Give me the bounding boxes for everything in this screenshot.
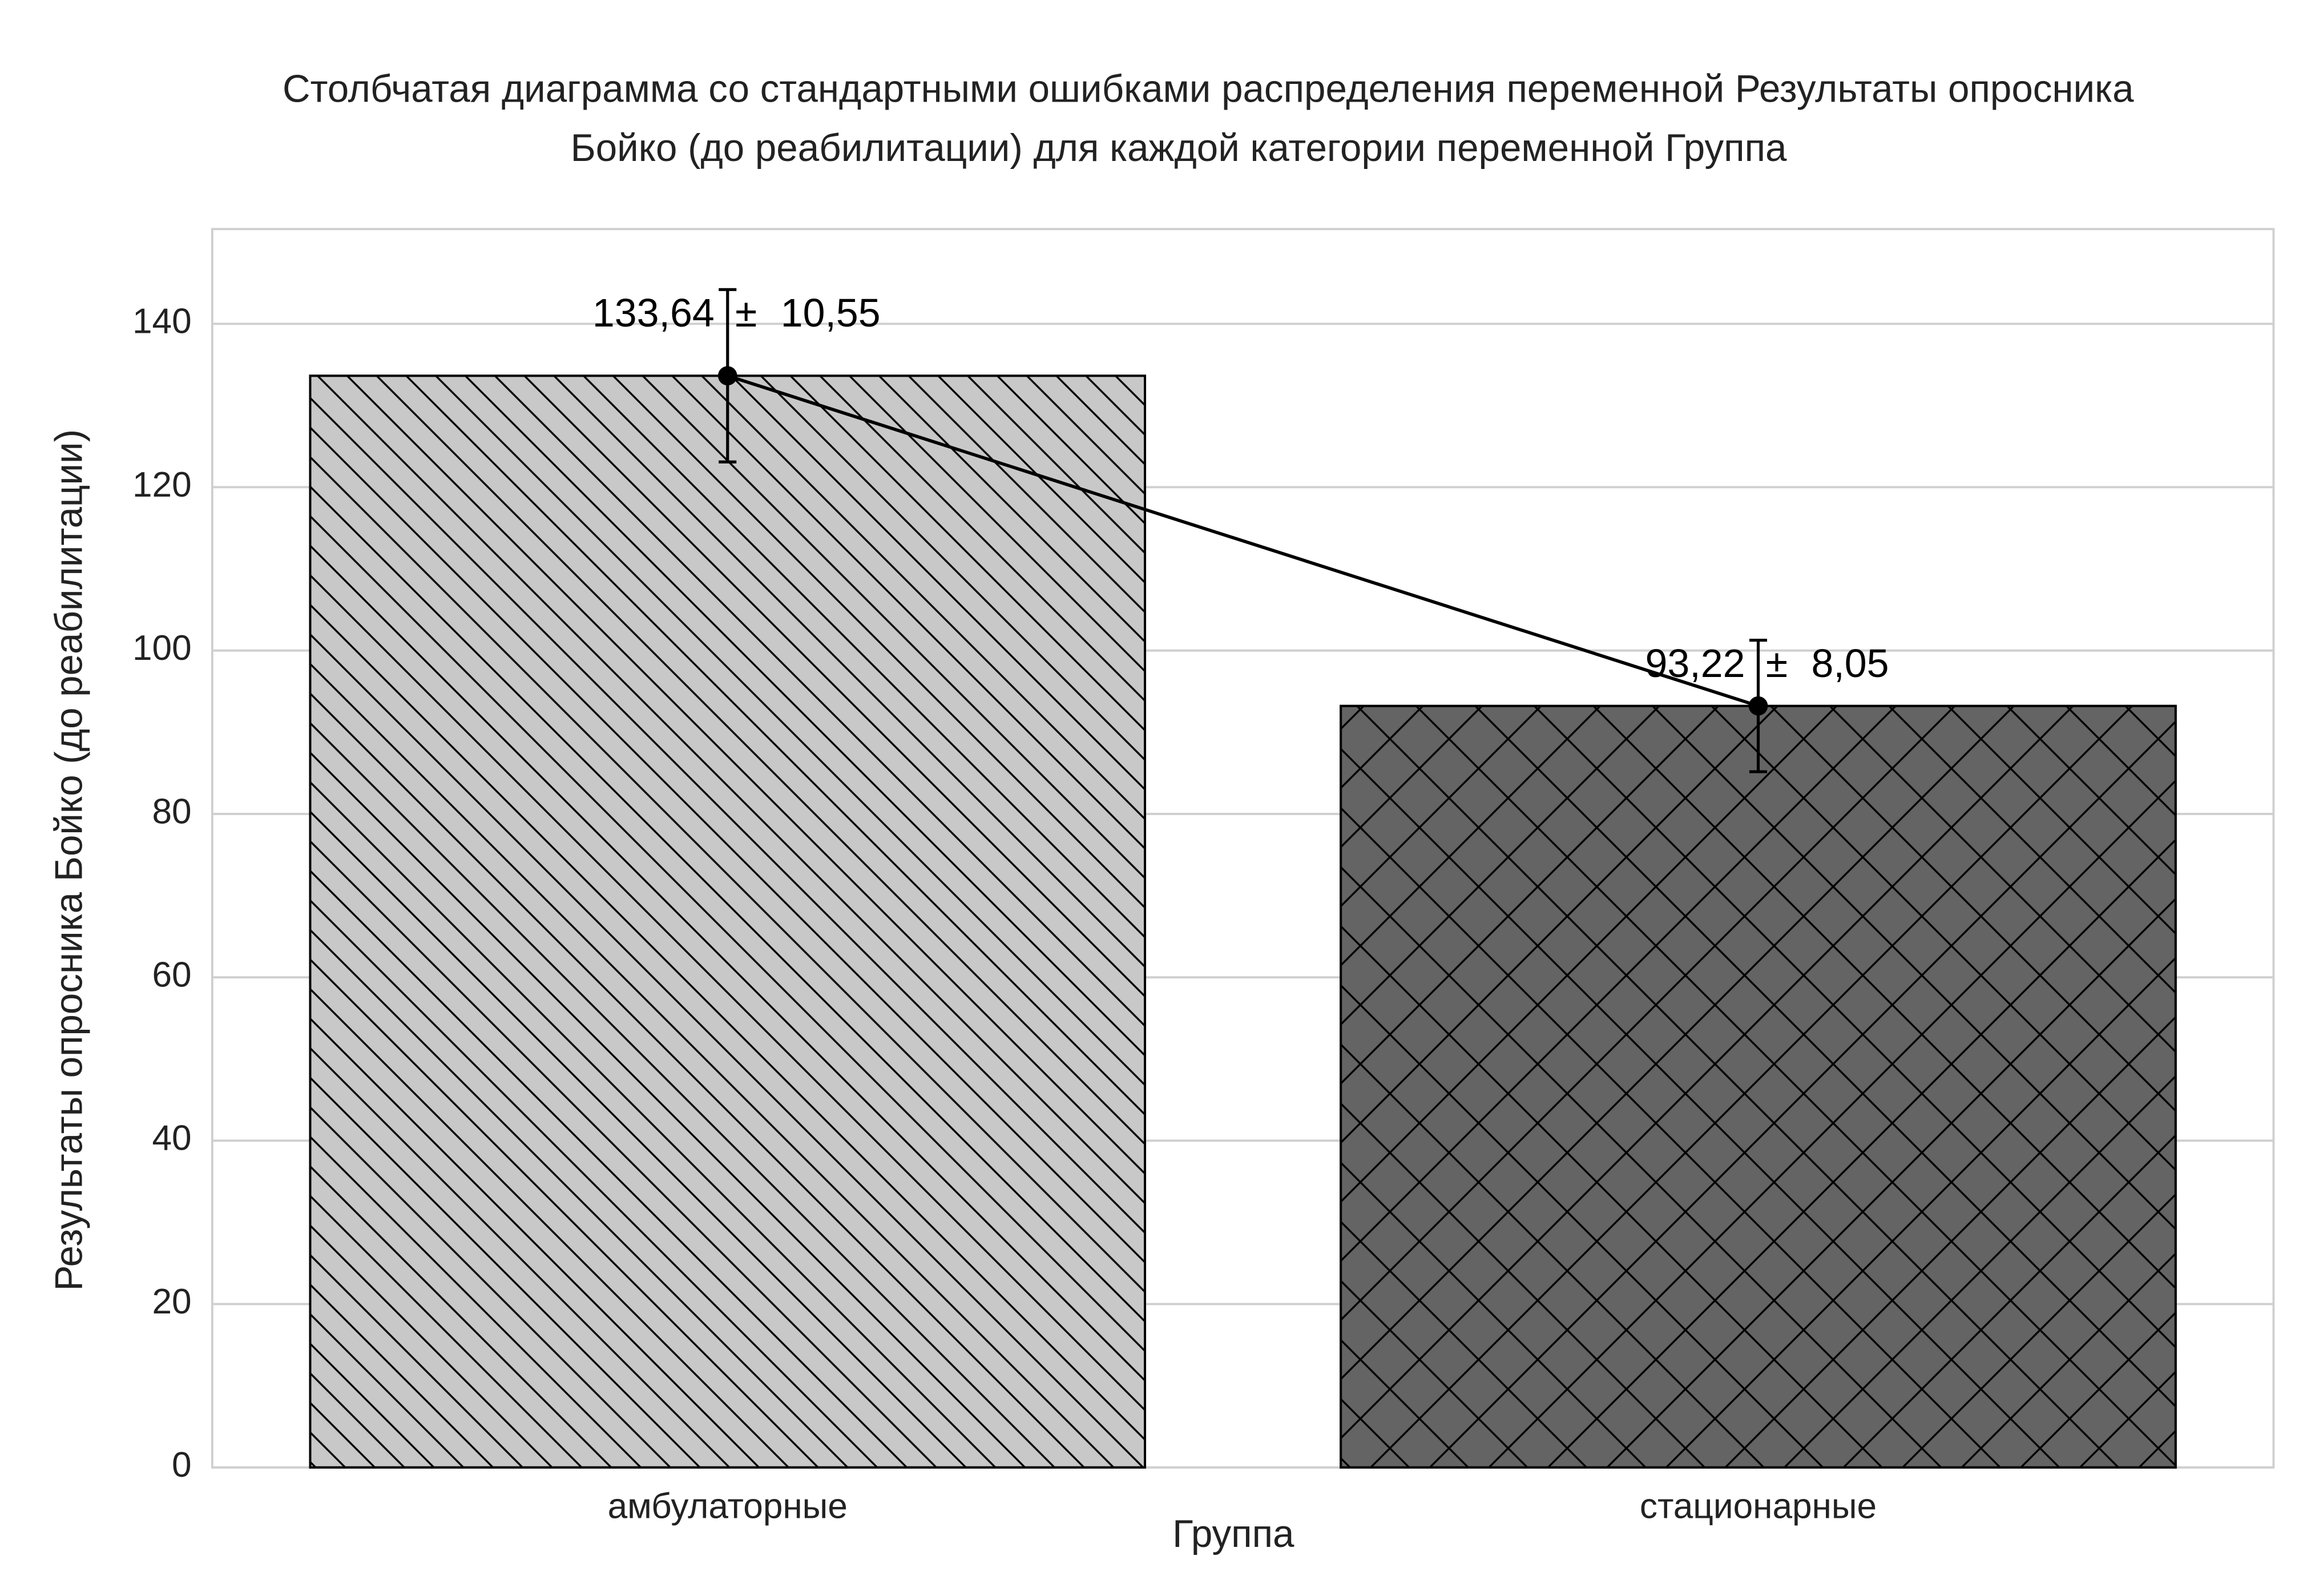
y-tick-label: 100 xyxy=(132,628,192,668)
x-axis-label: Группа xyxy=(1172,1513,1294,1555)
x-tick-label: амбулаторные xyxy=(608,1487,848,1526)
y-tick-label: 120 xyxy=(132,465,192,505)
error-label: 10,55 xyxy=(781,291,881,335)
bar-hatch xyxy=(1340,704,2177,1469)
y-tick-label: 20 xyxy=(152,1282,192,1321)
y-tick-label: 60 xyxy=(152,956,192,995)
mean-point xyxy=(717,366,737,386)
mean-line xyxy=(727,374,1759,708)
error-label: 8,05 xyxy=(1811,642,1889,686)
data-label: 133,64 ±10,55 xyxy=(592,291,881,335)
x-tick-label: стационарные xyxy=(1640,1487,1877,1526)
value-label: 133,64 xyxy=(592,291,715,335)
y-tick-label: 0 xyxy=(172,1445,192,1485)
data-label: 93,22 ±8,05 xyxy=(1645,642,1889,686)
y-tick-label: 80 xyxy=(152,792,192,831)
chart-title: Бойко (до реабилитации) для каждой катег… xyxy=(571,127,1787,170)
value-label: 93,22 xyxy=(1645,642,1745,686)
plot-area: 0 20 40 60 80 100 120 140 амбулаторные стационарн… xyxy=(132,228,2275,1526)
y-axis-label: Результаты опросника Бойко (до реабилита… xyxy=(48,429,91,1291)
bar-hatch xyxy=(309,374,1147,1469)
y-tick-label: 40 xyxy=(152,1119,192,1158)
error-sign: ± xyxy=(1766,642,1788,686)
y-tick-label: 140 xyxy=(132,302,192,341)
mean-point xyxy=(1748,696,1768,716)
error-sign: ± xyxy=(735,291,757,335)
chart-title: Столбчатая диаграмма со стандартными оши… xyxy=(283,67,2134,110)
plot-frame xyxy=(211,228,2275,1469)
